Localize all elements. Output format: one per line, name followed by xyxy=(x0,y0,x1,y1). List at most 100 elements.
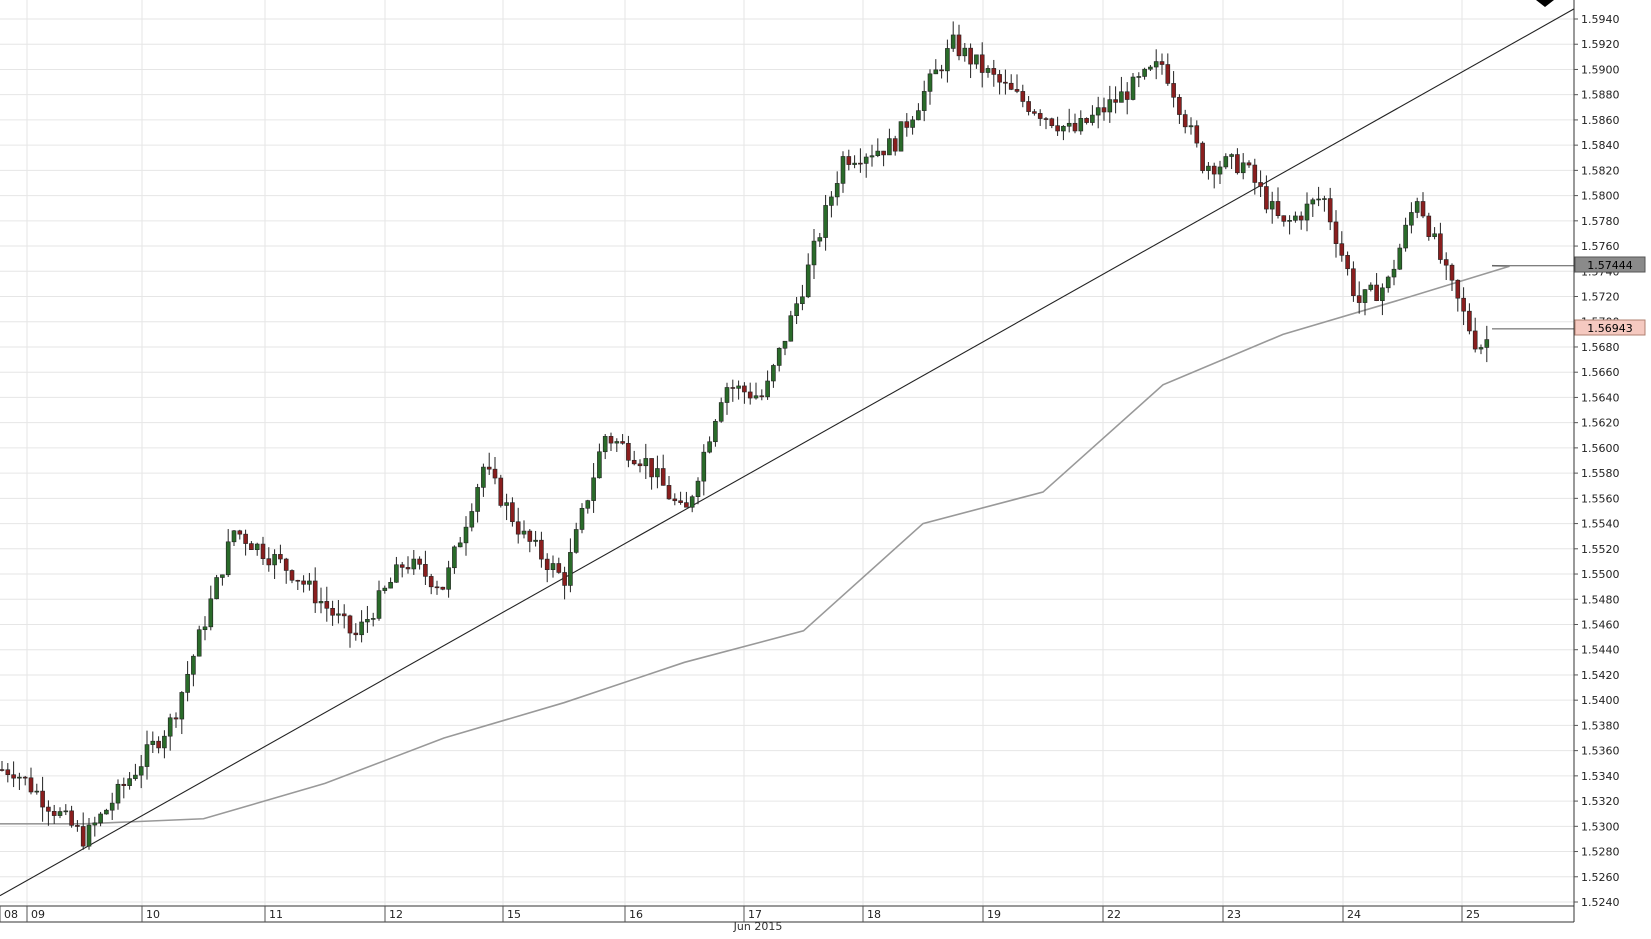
candle-body xyxy=(614,441,620,444)
candle-body xyxy=(463,526,469,544)
candle-body xyxy=(417,558,422,565)
candle-body xyxy=(556,563,562,573)
candle-body xyxy=(753,395,759,399)
candle-body xyxy=(191,655,196,675)
candle-body xyxy=(823,205,828,238)
candle-body xyxy=(1240,162,1246,174)
moving-average-path xyxy=(0,264,1510,825)
candle-body xyxy=(1368,284,1374,290)
y-tick-label: 1.5820 xyxy=(1581,164,1620,177)
candle-body xyxy=(544,558,550,570)
x-tick-label: 19 xyxy=(987,908,1001,921)
y-tick-label: 1.5540 xyxy=(1581,518,1620,531)
y-tick-label: 1.5580 xyxy=(1581,467,1620,480)
candle-body xyxy=(1461,297,1466,312)
candle-body xyxy=(1333,221,1339,244)
candle-body xyxy=(649,458,654,478)
y-tick-label: 1.5500 xyxy=(1581,568,1620,581)
candle-body xyxy=(521,530,527,535)
candle-body xyxy=(573,529,579,553)
scroll-marker-icon[interactable] xyxy=(1536,0,1554,7)
candle-body xyxy=(1061,125,1066,132)
x-tick-label: 08 xyxy=(4,908,18,921)
candle-body xyxy=(1142,68,1147,77)
candle-body xyxy=(608,436,614,444)
y-tick-label: 1.5880 xyxy=(1581,89,1620,102)
candle-body xyxy=(910,119,915,128)
x-tick-label: 09 xyxy=(31,908,45,921)
candle-body xyxy=(347,615,353,634)
y-tick-label: 1.5680 xyxy=(1581,341,1620,354)
candle-body xyxy=(933,69,939,75)
candle-body xyxy=(196,629,202,657)
candle-body xyxy=(434,586,440,589)
y-tick-label: 1.5640 xyxy=(1581,391,1620,404)
x-tick-label: 22 xyxy=(1107,908,1121,921)
candle-body xyxy=(1380,287,1385,301)
candle-body xyxy=(115,783,121,804)
candle-body xyxy=(440,586,446,590)
candle-body xyxy=(660,468,666,486)
candle-body xyxy=(336,613,341,616)
candle-body xyxy=(11,774,16,779)
candle-body xyxy=(788,315,794,342)
candle-body xyxy=(1003,81,1008,84)
y-tick-label: 1.5240 xyxy=(1581,896,1620,909)
candle-body xyxy=(266,558,272,566)
candle-body xyxy=(997,74,1002,83)
candle-body xyxy=(602,436,608,453)
moving-average-line xyxy=(0,264,1574,825)
candle-body xyxy=(382,587,388,591)
candle-body xyxy=(231,530,237,543)
y-tick-label: 1.5260 xyxy=(1581,871,1620,884)
candle-body xyxy=(28,777,34,793)
candle-body xyxy=(718,402,724,422)
candle-body xyxy=(829,196,834,206)
x-tick-label: 12 xyxy=(389,908,403,921)
candle-body xyxy=(1217,166,1223,175)
y-tick-label: 1.5660 xyxy=(1581,366,1620,379)
candle-body xyxy=(1356,295,1362,303)
candle-body xyxy=(620,441,625,444)
candle-body xyxy=(481,466,486,488)
candle-body xyxy=(782,340,788,349)
vertical-gridlines xyxy=(26,0,1463,906)
candle-body xyxy=(1385,276,1391,289)
candle-body xyxy=(249,543,254,550)
candle-body xyxy=(341,613,347,617)
candle-body xyxy=(1119,91,1124,103)
candle-body xyxy=(104,809,109,815)
plot-frame xyxy=(0,0,1575,923)
candle-body xyxy=(515,521,521,535)
candle-body xyxy=(805,264,811,298)
candle-body xyxy=(34,790,40,793)
candle-body xyxy=(533,539,538,542)
candle-body xyxy=(365,619,370,623)
candle-body xyxy=(562,572,567,586)
current-price-badge xyxy=(1574,319,1646,336)
candle-body xyxy=(0,769,5,771)
candle-body xyxy=(86,824,92,847)
candle-body xyxy=(1235,154,1240,174)
candle-body xyxy=(1032,111,1037,114)
y-tick-label: 1.5720 xyxy=(1581,291,1620,304)
candle-body xyxy=(1171,83,1176,98)
y-tick-label: 1.5520 xyxy=(1581,543,1620,556)
candle-body xyxy=(394,564,399,583)
y-tick-label: 1.5480 xyxy=(1581,593,1620,606)
candle-body xyxy=(707,441,712,453)
candle-body xyxy=(399,564,405,568)
candle-body xyxy=(695,480,701,497)
candle-body xyxy=(597,451,602,479)
candle-body xyxy=(834,183,840,198)
candle-body xyxy=(1124,91,1130,100)
candle-body xyxy=(1165,64,1171,84)
candle-body xyxy=(678,500,683,503)
candle-body xyxy=(63,810,69,813)
x-tick-label: 16 xyxy=(629,908,643,921)
candle-body xyxy=(173,717,179,720)
candle-body xyxy=(446,567,451,590)
candle-body xyxy=(411,558,417,570)
candle-body xyxy=(1264,186,1269,210)
candle-body xyxy=(1020,91,1026,102)
